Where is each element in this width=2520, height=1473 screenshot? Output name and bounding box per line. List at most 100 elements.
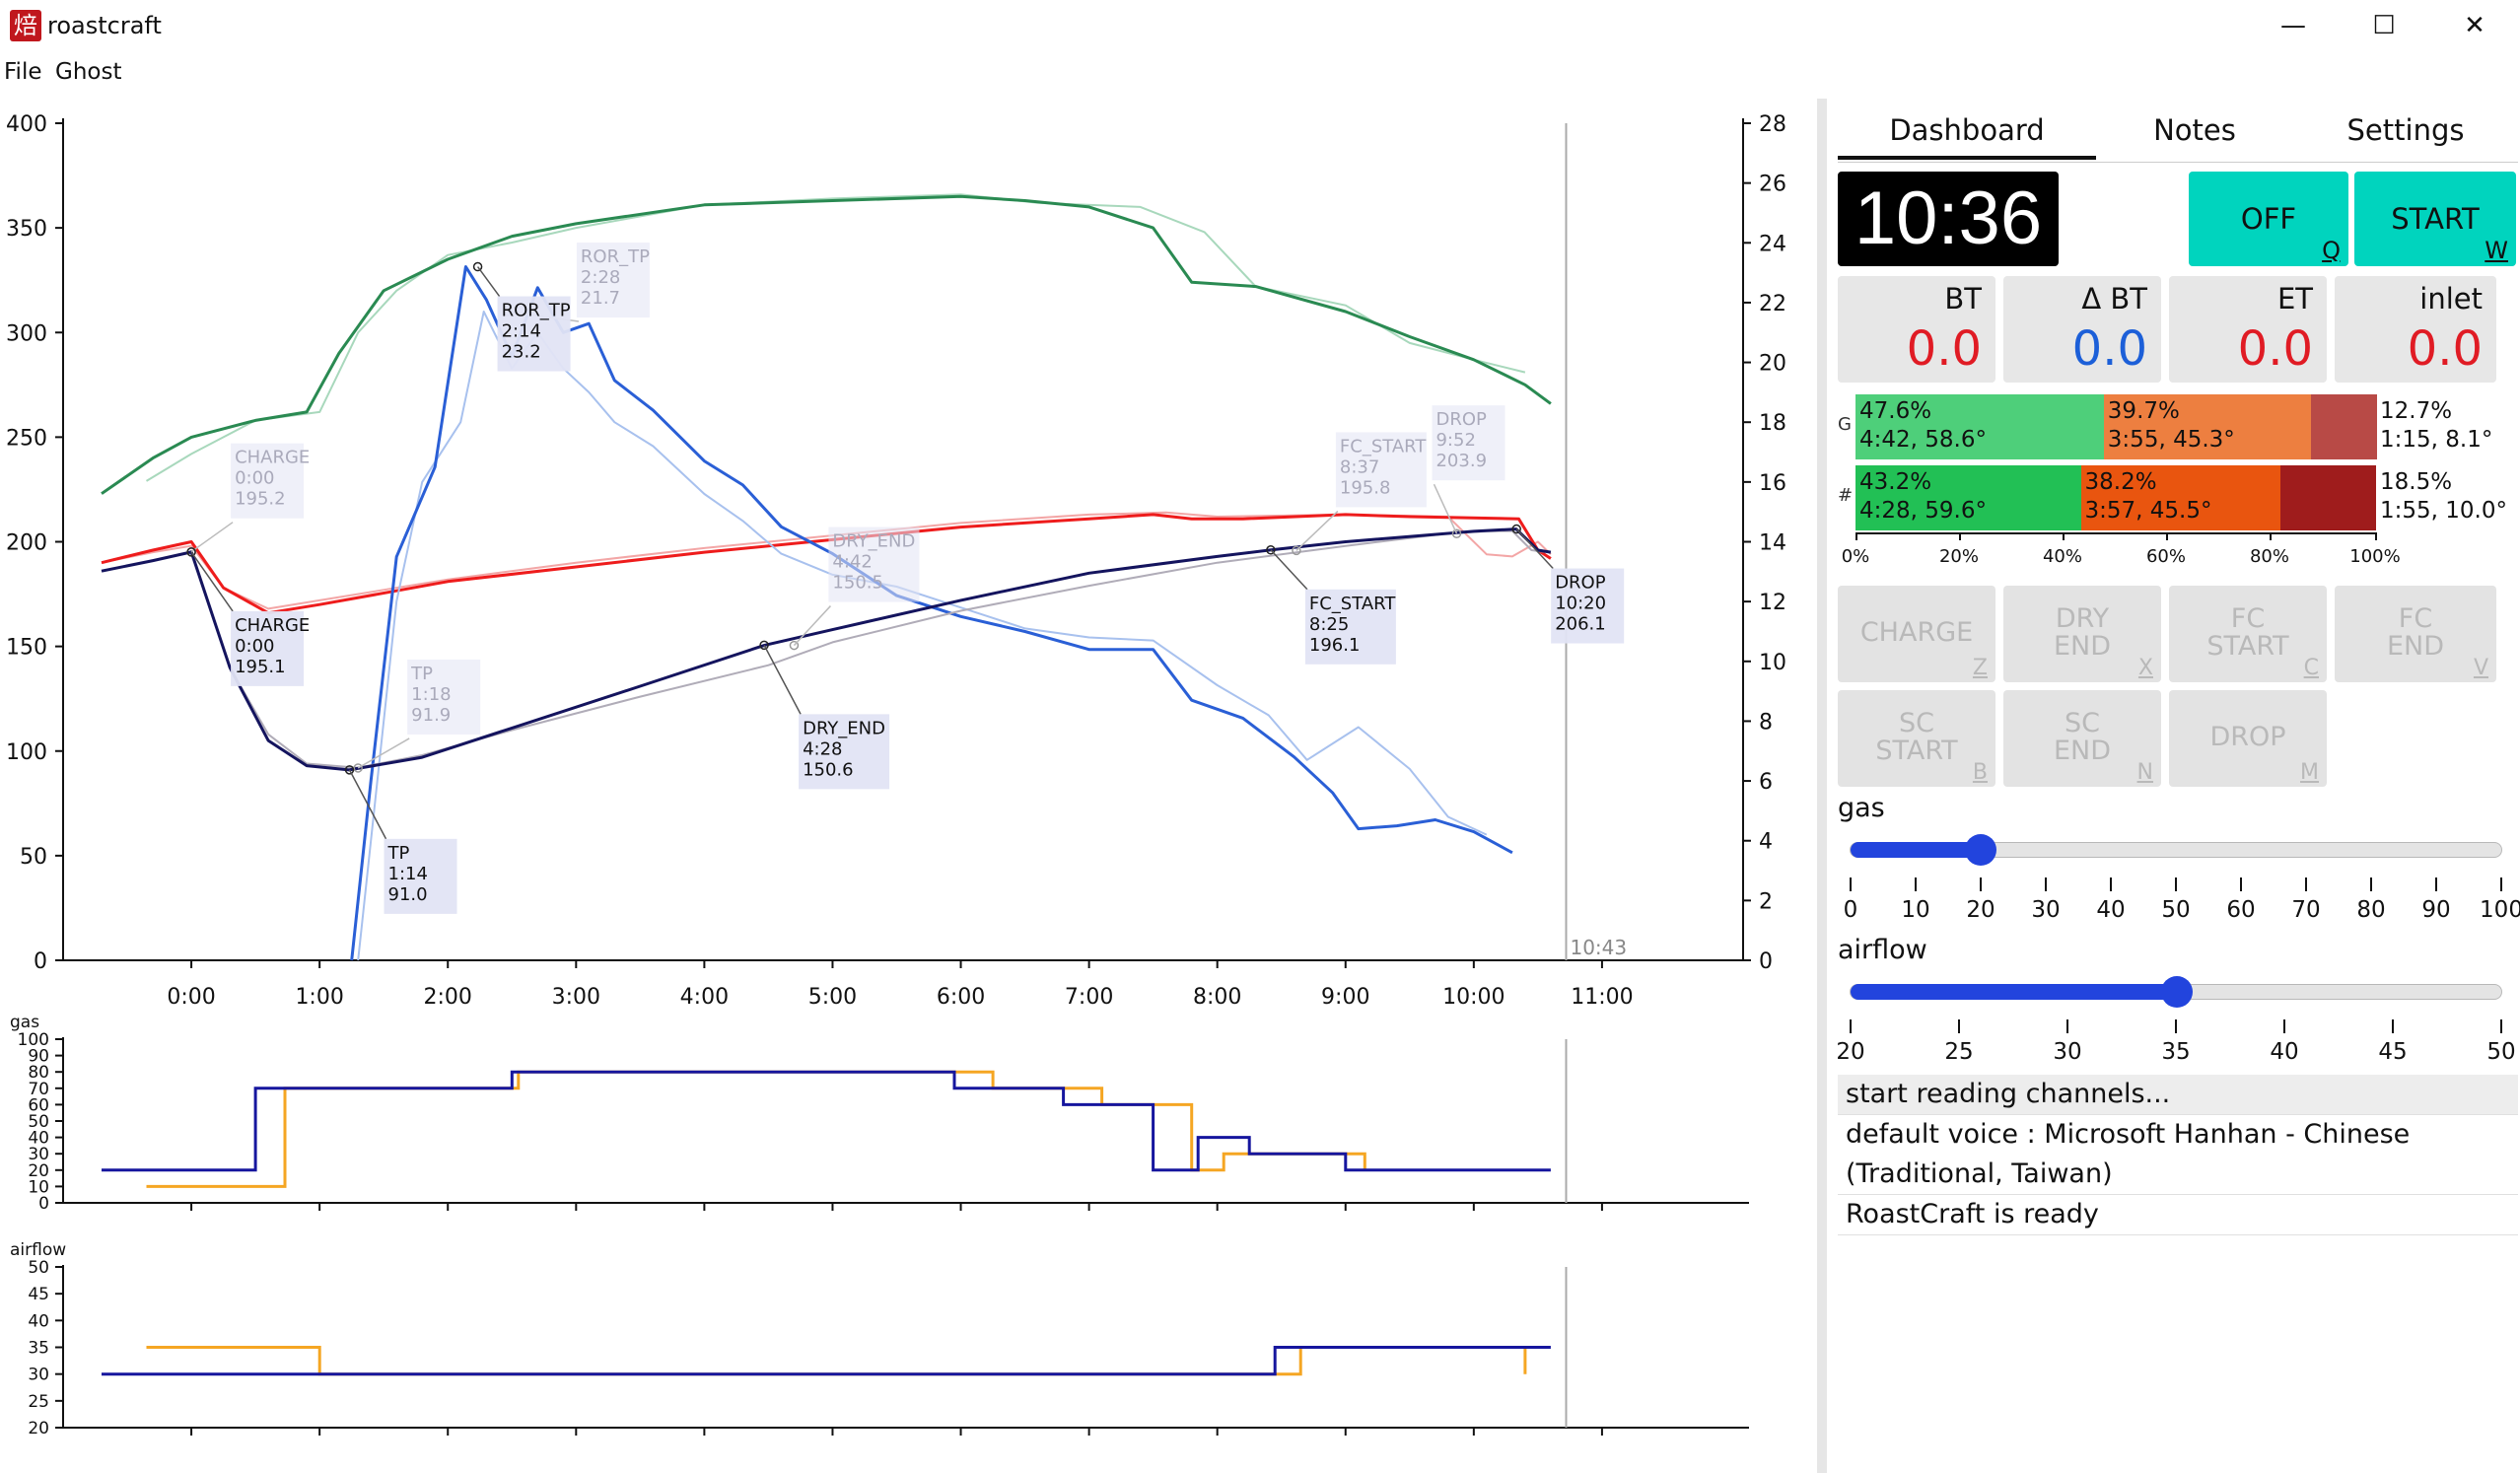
roast-chart-area: 0 50 100 150 200 250 300 350 400 0 2 4 6 8 10 12 14 16 18 2…	[0, 95, 1814, 1473]
menu-ghost[interactable]: Ghost	[55, 59, 122, 85]
off-button[interactable]: OFF Q	[2189, 172, 2348, 266]
y2-tick-label: 0	[1759, 949, 1773, 974]
slider-tick	[1850, 1019, 1852, 1033]
start-button-label: START	[2391, 202, 2480, 236]
series-inlet	[101, 194, 1552, 495]
event-box	[1335, 432, 1427, 508]
sc-end-button[interactable]: SC END N	[2003, 690, 2161, 787]
subchart-y-tick-label: 25	[28, 1392, 49, 1412]
slider-tick	[2370, 877, 2372, 891]
log-entry: default voice : Microsoft Hanhan - Chine…	[1838, 1115, 2518, 1195]
airflow-slider-scale: 20 25 30 35 40 45 50	[1836, 1019, 2516, 1069]
x-tick-label: 7:00	[1065, 985, 1113, 1010]
phase-axis: 0% 20% 40% 60% 80% 100%	[1842, 532, 2401, 568]
event-label-text: DROP	[1555, 573, 1606, 594]
phase-bar-ghost-tag: G	[1838, 414, 1852, 435]
series-ror-ghost	[357, 311, 1488, 961]
readout-inlet-label: inlet	[2419, 282, 2483, 316]
subchart-y-tick-label: 10	[28, 1177, 49, 1197]
event-marker	[344, 765, 355, 775]
y2-tick-label: 6	[1759, 770, 1773, 795]
y-tick-label: 300	[6, 321, 47, 346]
slider-tick	[2066, 1019, 2068, 1033]
phase-axis-label: 20%	[1938, 546, 1979, 567]
subchart-y-tick-label: 90	[28, 1047, 49, 1067]
event-label-text: 195.1	[235, 657, 286, 677]
subchart-y-tick-label: 35	[28, 1339, 49, 1359]
subchart-y-tick-label: 40	[28, 1129, 49, 1149]
y2-tick-label: 18	[1759, 411, 1786, 436]
slider-tick-label: 40	[2096, 897, 2126, 923]
event-box	[828, 526, 920, 602]
series-airflow	[102, 1346, 1551, 1376]
y-tick-label: 100	[6, 740, 47, 765]
minimize-button[interactable]: —	[2280, 11, 2306, 40]
event-marker	[1292, 545, 1301, 556]
dry-end-button[interactable]: DRY END X	[2003, 586, 2161, 682]
y2-tick-label: 10	[1759, 651, 1786, 675]
phase-axis-label: 0%	[1841, 546, 1870, 567]
gas-slider[interactable]	[1850, 834, 2502, 866]
event-leader	[348, 769, 387, 840]
panel-splitter[interactable]	[1817, 99, 1827, 1473]
y-tick-label: 350	[6, 217, 47, 242]
slider-tick-label: 50	[2486, 1039, 2516, 1065]
menu-file[interactable]: File	[4, 59, 42, 85]
readout-delta-bt: Δ BT 0.0	[2003, 276, 2161, 383]
subchart-y-tick-label: 70	[28, 1080, 49, 1099]
tab-settings[interactable]: Settings	[2346, 113, 2465, 147]
sc-start-button[interactable]: SC START B	[1838, 690, 1995, 787]
event-label-text: 1:18	[411, 684, 451, 705]
airflow-slider[interactable]	[1850, 976, 2502, 1008]
tab-notes[interactable]: Notes	[2153, 113, 2236, 147]
event-leader	[1433, 483, 1458, 534]
event-label-text: 150.5	[832, 573, 883, 594]
gas-slider-thumb[interactable]	[1965, 834, 1997, 866]
event-box	[1432, 405, 1505, 481]
fc-end-button[interactable]: FC END V	[2335, 586, 2496, 682]
airflow-slider-thumb[interactable]	[2161, 976, 2193, 1008]
event-label-text: FC_START	[1309, 594, 1396, 614]
fc-start-button[interactable]: FC START C	[2169, 586, 2327, 682]
phase-current-development-label: 18.5% 1:55, 10.0°	[2380, 469, 2507, 524]
slider-tick	[2240, 877, 2242, 891]
event-leader	[476, 266, 501, 297]
event-label-text: FC_START	[1340, 436, 1427, 456]
subchart-y-tick-label: 30	[28, 1145, 49, 1164]
event-label-text: 9:52	[1435, 430, 1475, 451]
log-entry: RoastCraft is ready	[1838, 1195, 2518, 1235]
x-tick-label: 8:00	[1193, 985, 1241, 1010]
readout-et: ET 0.0	[2169, 276, 2327, 383]
event-label-text: 4:28	[803, 738, 842, 759]
close-button[interactable]: ✕	[2464, 11, 2485, 40]
start-button[interactable]: START W	[2354, 172, 2516, 266]
slider-tick-label: 60	[2226, 897, 2256, 923]
subchart-title: airflow	[10, 1240, 66, 1260]
maximize-button[interactable]: ☐	[2372, 11, 2396, 40]
slider-tick-label: 25	[1944, 1039, 1974, 1065]
tab-dashboard[interactable]: Dashboard	[1838, 110, 2096, 160]
slider-tick	[2392, 1019, 2394, 1033]
slider-tick	[2175, 1019, 2177, 1033]
off-button-shortcut: Q	[2322, 237, 2341, 264]
phase-axis-label: 60%	[2145, 546, 2186, 567]
drop-button[interactable]: DROP M	[2169, 690, 2327, 787]
event-marker	[353, 763, 363, 773]
readout-delta-bt-value: 0.0	[2071, 321, 2147, 377]
event-leader	[190, 551, 234, 612]
x-tick-label: 3:00	[552, 985, 600, 1010]
slider-tick-label: 0	[1843, 897, 1858, 923]
event-label-text: 21.7	[581, 288, 620, 309]
phase-current-drying: 43.2% 4:28, 59.6°	[1855, 465, 2081, 530]
slider-tick	[2435, 877, 2437, 891]
roast-charts[interactable]: 0501001502002503003504000246810121416182…	[0, 95, 1814, 1473]
subchart-y-tick-label: 60	[28, 1095, 49, 1115]
y2-tick-label: 16	[1759, 471, 1786, 496]
charge-button[interactable]: CHARGE Z	[1838, 586, 1995, 682]
slider-tick	[2305, 877, 2307, 891]
phase-current-development	[2279, 465, 2377, 530]
